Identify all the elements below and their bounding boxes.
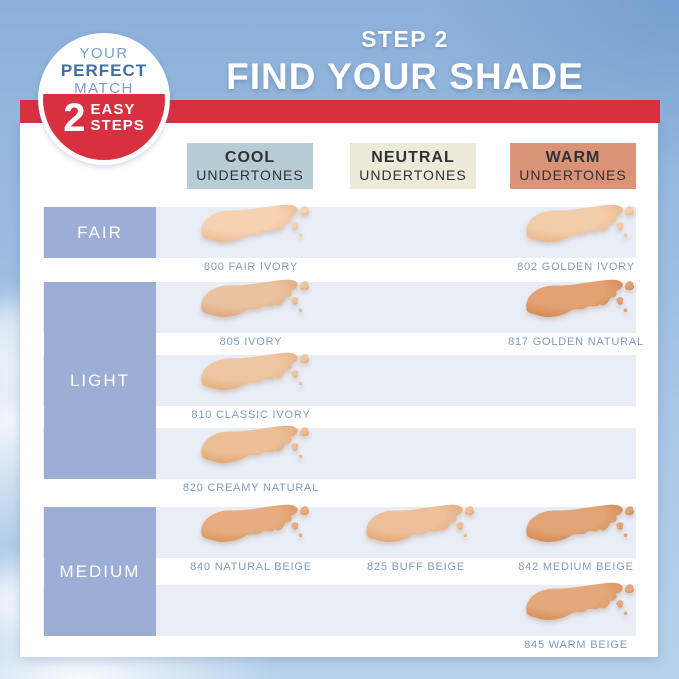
badge-steps-text: STEPS	[90, 117, 145, 134]
row-label-fair: FAIR	[44, 207, 156, 258]
perfect-match-badge: YOUR PERFECT MATCH 2 EASY STEPS	[38, 33, 170, 165]
shade-swatch	[516, 502, 636, 557]
shade-label: 845 WARM BEIGE	[524, 639, 628, 651]
foundation-smear	[201, 352, 310, 391]
badge-match-text: MATCH	[74, 80, 134, 97]
badge-text-block: YOUR PERFECT MATCH	[43, 38, 165, 97]
column-warm-name: WARM	[545, 149, 601, 166]
column-header-cool: COOL UNDERTONES	[187, 143, 313, 189]
badge-step-count: 2	[63, 96, 86, 140]
shade-swatch	[191, 423, 311, 478]
shade-label: 825 BUFF BEIGE	[366, 561, 465, 573]
badge-inner-circle: YOUR PERFECT MATCH 2 EASY STEPS	[43, 38, 165, 160]
foundation-smear	[201, 425, 310, 464]
foundation-smear	[526, 504, 635, 543]
shade-swatch	[516, 580, 636, 635]
shade-label: 817 GOLDEN NATURAL	[508, 336, 644, 348]
row-label-medium-text: MEDIUM	[59, 561, 141, 581]
shade-swatch	[516, 202, 636, 257]
foundation-smear	[201, 204, 310, 243]
foundation-smear	[201, 504, 310, 543]
shade-label: 810 CLASSIC IVORY	[191, 409, 311, 421]
badge-your-text: YOUR	[79, 45, 129, 62]
badge-perfect-text: PERFECT	[60, 61, 148, 80]
shade-swatch	[191, 350, 311, 405]
column-header-neutral: NEUTRAL UNDERTONES	[350, 143, 476, 189]
shade-label: 805 IVORY	[219, 336, 283, 348]
shade-card: COOL UNDERTONES NEUTRAL UNDERTONES WARM …	[20, 123, 658, 657]
shade-label: 820 CREAMY NATURAL	[182, 482, 320, 494]
badge-easy-text: EASY	[90, 101, 136, 118]
row-label-light: LIGHT	[44, 282, 156, 479]
shade-label: 800 FAIR IVORY	[203, 261, 299, 273]
foundation-smear	[366, 504, 475, 543]
foundation-smear	[526, 279, 635, 318]
column-warm-sub: UNDERTONES	[519, 167, 627, 183]
column-neutral-sub: UNDERTONES	[359, 167, 467, 183]
shade-label: 842 MEDIUM BEIGE	[518, 561, 634, 573]
badge-red-segment: 2 EASY STEPS	[43, 94, 165, 160]
step-number-text: STEP 2	[361, 26, 449, 52]
foundation-smear	[526, 582, 635, 621]
column-cool-sub: UNDERTONES	[196, 167, 304, 183]
shade-swatch	[191, 502, 311, 557]
shade-swatch	[191, 277, 311, 332]
column-neutral-name: NEUTRAL	[371, 149, 455, 166]
row-label-medium: MEDIUM	[44, 507, 156, 636]
shade-label: 840 NATURAL BEIGE	[190, 561, 312, 573]
foundation-smear	[526, 204, 635, 243]
shade-swatch	[516, 277, 636, 332]
red-banner-bar	[20, 100, 660, 123]
foundation-smear	[201, 279, 310, 318]
row-label-light-text: LIGHT	[69, 370, 131, 390]
shade-swatch	[356, 502, 476, 557]
column-header-warm: WARM UNDERTONES	[510, 143, 636, 189]
shade-label: 802 GOLDEN IVORY	[517, 261, 635, 273]
page-title: FIND YOUR SHADE	[226, 56, 584, 97]
shade-swatch	[191, 202, 311, 257]
badge-easy-steps: EASY STEPS	[91, 98, 145, 134]
column-cool-name: COOL	[224, 149, 276, 166]
step-heading: STEP 2 FIND YOUR SHADE	[150, 26, 660, 98]
row-label-fair-text: FAIR	[77, 222, 123, 242]
